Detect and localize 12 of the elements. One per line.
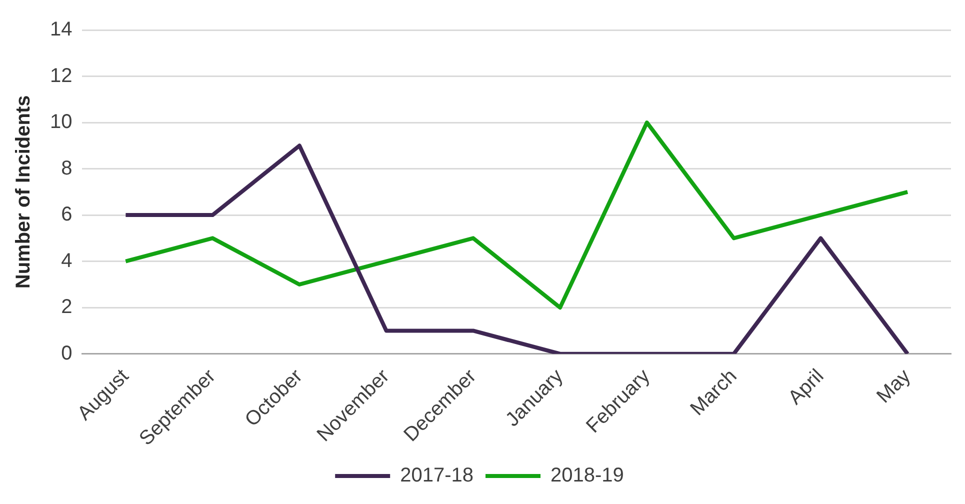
y-tick-label: 0 [61, 342, 72, 364]
x-tick-label: May [872, 365, 915, 408]
y-tick-label: 12 [50, 64, 72, 87]
y-tick-label: 8 [61, 157, 72, 180]
y-tick-label: 10 [50, 111, 72, 134]
legend-label: 2018-19 [550, 464, 624, 487]
y-tick-label: 6 [61, 204, 72, 226]
y-tick-label: 4 [61, 250, 72, 272]
legend-label: 2017-18 [400, 464, 474, 487]
y-tick-label: 14 [50, 18, 72, 41]
y-tick-label: 2 [61, 296, 72, 318]
y-axis-title: Number of Incidents [12, 95, 35, 289]
